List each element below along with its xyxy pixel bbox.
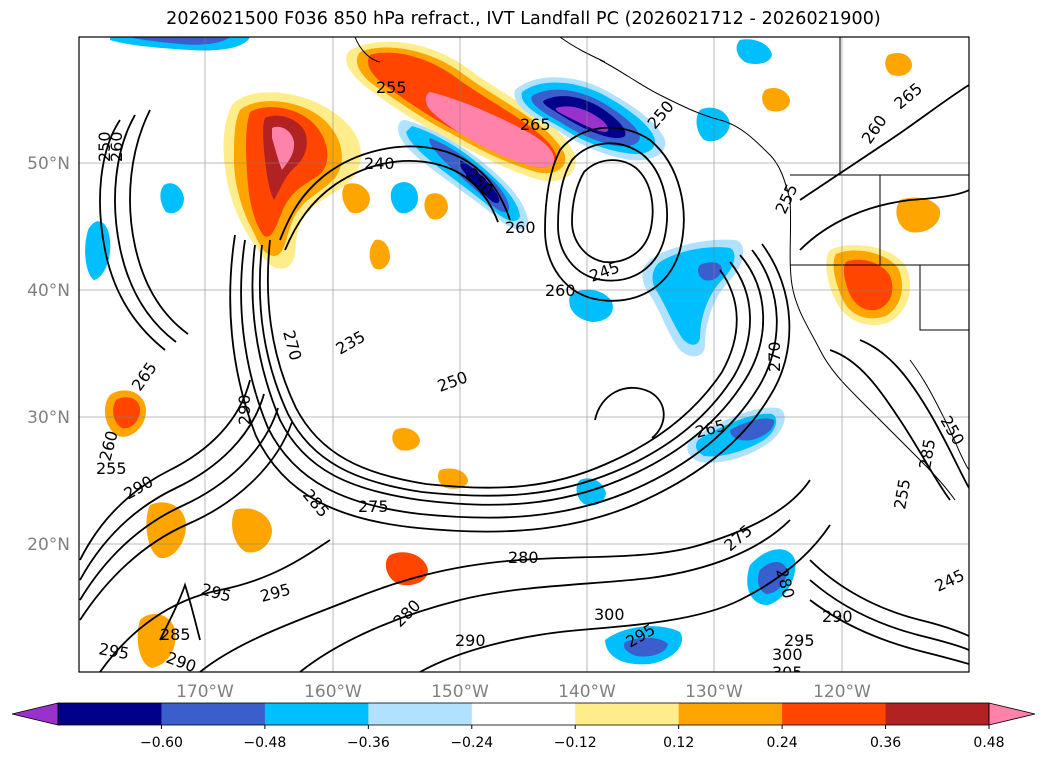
colorbar-extend-right	[989, 703, 1035, 725]
colorbar-tick-label: 0.24	[767, 735, 798, 751]
longitude-ticks: 170°W 160°W 150°W 140°W 130°W 120°W	[176, 682, 871, 702]
contour-label: 260	[545, 281, 576, 300]
refractivity-shading	[85, 37, 941, 668]
colorbar-segment	[575, 703, 680, 725]
colorbar-segment	[885, 703, 990, 725]
colorbar-segment	[782, 703, 887, 725]
colorbar-segment	[264, 703, 369, 725]
colorbar: −0.60 −0.48 −0.36 −0.24 −0.12 0.12 0.24 0.36 0.4…	[11, 702, 1036, 751]
contour-label: 250	[95, 131, 114, 162]
colorbar-segment	[161, 703, 266, 725]
contour-label: 255	[96, 459, 127, 478]
contour-label: 270	[765, 341, 784, 372]
colorbar-tick-label: −0.60	[140, 735, 183, 751]
map-plot-area: 240 255 250 260 265 250 260 245 260 265 …	[79, 37, 969, 682]
contour-label: 280	[508, 548, 539, 567]
colorbar-segment	[471, 703, 576, 725]
colorbar-tick-label: 0.48	[973, 735, 1004, 751]
colorbar-segment	[368, 703, 473, 725]
contour-label: 240	[364, 154, 395, 173]
lat-tick: 30°N	[27, 408, 70, 428]
contour-label: 300	[772, 645, 803, 664]
colorbar-tick-label: −0.36	[347, 735, 390, 751]
colorbar-extend-left	[12, 703, 58, 725]
latitude-ticks: 50°N 40°N 30°N 20°N	[27, 154, 70, 555]
colorbar-tick-label: −0.12	[554, 735, 597, 751]
lon-tick: 160°W	[304, 682, 362, 702]
contour-label: 260	[107, 131, 126, 162]
colorbar-tick-label: 0.12	[663, 735, 694, 751]
contour-label: 290	[235, 394, 254, 425]
contour-label: 285	[160, 625, 191, 644]
colorbar-tick-label: −0.24	[450, 735, 493, 751]
plot-frame	[78, 36, 970, 673]
lon-tick: 150°W	[431, 682, 489, 702]
colorbar-segment	[678, 703, 783, 725]
contour-label: 305	[772, 663, 803, 682]
lon-tick: 120°W	[813, 682, 871, 702]
contour-label: 260	[505, 218, 536, 237]
coastlines	[354, 37, 969, 501]
lon-tick: 130°W	[685, 682, 743, 702]
contour-label: 265	[520, 115, 551, 134]
lat-tick: 40°N	[27, 281, 70, 301]
contour-label: 295	[784, 631, 815, 650]
contour-label: 290	[822, 607, 853, 626]
gridlines	[79, 37, 969, 672]
lat-tick: 50°N	[27, 154, 70, 174]
contour-lines	[79, 84, 969, 672]
contour-label: 255	[376, 78, 407, 97]
contour-label: 290	[455, 631, 486, 650]
lon-tick: 170°W	[176, 682, 234, 702]
map-title: 2026021500 F036 850 hPa refract., IVT La…	[166, 9, 881, 29]
lon-tick: 140°W	[558, 682, 616, 702]
colorbar-tick-label: −0.48	[243, 735, 286, 751]
lat-tick: 20°N	[27, 535, 70, 555]
colorbar-tick-label: 0.36	[870, 735, 901, 751]
contour-label: 300	[594, 605, 625, 624]
colorbar-segment	[58, 703, 162, 725]
contour-label: 275	[358, 497, 389, 516]
